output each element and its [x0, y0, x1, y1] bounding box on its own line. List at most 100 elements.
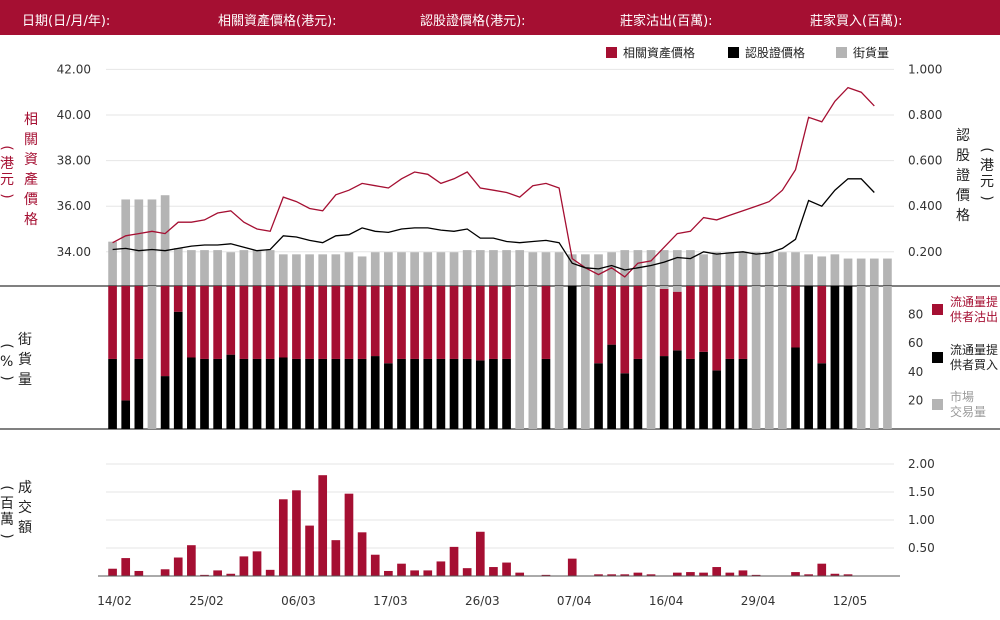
x-axis-tick-label: 17/03: [373, 594, 408, 608]
issuer-buy-bar: [567, 286, 577, 429]
outstanding-bar: [134, 199, 144, 286]
legend-issuer-sell[interactable]: 流通量提 供者沽出: [932, 294, 1000, 328]
issuer-sell-bar: [239, 286, 249, 359]
issuer-sell-bar: [817, 286, 827, 364]
turnover-bar: [265, 569, 275, 576]
flow-axis-tick-label: 40: [908, 365, 923, 379]
header-date-label: 日期(日/月/年):: [22, 14, 111, 29]
turnover-bar: [502, 562, 511, 576]
outstanding-bar: [567, 254, 577, 286]
outstanding-bar: [462, 250, 472, 286]
market-volume-bar: [659, 286, 669, 289]
outstanding-bar: [581, 254, 590, 286]
outstanding-bar: [594, 254, 603, 286]
issuer-sell-bar: [738, 286, 748, 359]
outstanding-bar: [305, 254, 314, 286]
outstanding-bar: [646, 250, 656, 286]
turnover-bar: [397, 563, 406, 576]
left-axis-title-asset-price: 相 關 資 產 價 格: [24, 110, 38, 230]
legend-swatch-black: [728, 47, 739, 58]
outstanding-bar: [173, 248, 183, 286]
turnover-bar: [357, 532, 367, 576]
axis-unit-char: %: [0, 354, 14, 370]
legend-outstanding[interactable]: 街貨量: [836, 44, 889, 61]
issuer-sell-bar: [305, 286, 314, 359]
issuer-buy-bar: [292, 358, 301, 429]
outstanding-bar: [384, 252, 393, 286]
header-bar: 日期(日/月/年): 相關資產價格(港元): 認股證價格(港元): 莊家沽出(百…: [0, 0, 1000, 35]
outstanding-bar: [686, 250, 695, 286]
outstanding-bar: [449, 252, 459, 286]
axis-char: 貨: [18, 352, 32, 368]
outstanding-bar: [226, 252, 236, 286]
legend-asset-price[interactable]: 相關資產價格: [606, 44, 695, 61]
turnover-bar: [830, 573, 840, 576]
turnover-bar: [594, 574, 603, 576]
turnover-bar: [462, 568, 472, 576]
warrant-price-line: [112, 178, 875, 271]
legend-issuer-buy[interactable]: 流通量提 供者買入: [932, 342, 1000, 376]
turnover-axis-tick-label: 1.50: [908, 485, 935, 499]
outstanding-bar: [160, 195, 170, 286]
outstanding-bar: [778, 252, 787, 286]
outstanding-bar: [791, 252, 800, 286]
turnover-bar: [712, 567, 722, 576]
x-axis-tick-label: 14/02: [97, 594, 132, 608]
issuer-sell-bar: [187, 286, 196, 358]
turnover-bar: [200, 574, 209, 576]
axis-char: 格: [24, 212, 38, 228]
outstanding-bar: [213, 250, 222, 286]
issuer-sell-bar: [410, 286, 419, 359]
outstanding-bar: [239, 250, 249, 286]
outstanding-bar: [830, 254, 840, 286]
legend-market-volume-line1: 市場: [950, 390, 975, 404]
axis-char: 價: [24, 192, 38, 208]
x-axis-tick-label: 06/03: [281, 594, 316, 608]
issuer-buy-bar: [502, 358, 511, 429]
turnover-bar: [134, 570, 144, 576]
market-volume-bar: [672, 286, 682, 292]
turnover-bar: [699, 572, 708, 576]
issuer-buy-bar: [672, 350, 682, 429]
flow-axis-tick-label: 60: [908, 336, 923, 350]
flow-axis-tick-label: 20: [908, 393, 923, 407]
header-warrant-price-label: 認股證價格(港元):: [420, 14, 526, 29]
outstanding-bar: [357, 256, 367, 286]
issuer-sell-bar: [344, 286, 354, 359]
turnover-bar: [278, 499, 288, 576]
issuer-sell-bar: [686, 286, 695, 359]
issuer-sell-bar: [462, 286, 472, 359]
issuer-sell-bar: [725, 286, 735, 359]
outstanding-bar: [265, 250, 275, 286]
left-axis-tick-label: 42.00: [57, 62, 91, 76]
right-axis-tick-label: 0.200: [908, 245, 942, 259]
turnover-bar: [226, 573, 236, 576]
legend-warrant-price[interactable]: 認股證價格: [728, 44, 805, 61]
left-axis-unit-asset-price: ( 港 元 ): [0, 140, 15, 204]
issuer-sell-bar: [121, 286, 131, 401]
legend-market-volume[interactable]: 市場 交易量: [932, 389, 1000, 423]
outstanding-bar: [344, 252, 354, 286]
issuer-sell-bar: [607, 286, 616, 345]
turnover-bar: [804, 574, 813, 576]
issuer-sell-bar: [791, 286, 800, 348]
issuer-sell-bar: [160, 286, 170, 377]
issuer-buy-bar: [173, 311, 183, 429]
issuer-buy-bar: [475, 360, 485, 429]
outstanding-bar: [108, 241, 117, 286]
issuer-buy-bar: [160, 376, 170, 429]
issuer-sell-bar: [265, 286, 275, 359]
right-axis-title-warrant-price: 認 股 證 價 格: [956, 126, 970, 226]
turnover-bar: [489, 567, 498, 576]
outstanding-bar: [607, 252, 616, 286]
outstanding-bar: [489, 250, 498, 286]
axis-char: 資: [24, 152, 38, 168]
issuer-buy-bar: [344, 358, 354, 429]
market-volume-bar: [751, 286, 761, 429]
turnover-bar: [344, 493, 354, 576]
market-volume-bar: [869, 286, 879, 429]
turnover-axis-tick-label: 2.00: [908, 457, 935, 471]
outstanding-bar: [318, 254, 328, 286]
issuer-buy-bar: [318, 358, 328, 429]
